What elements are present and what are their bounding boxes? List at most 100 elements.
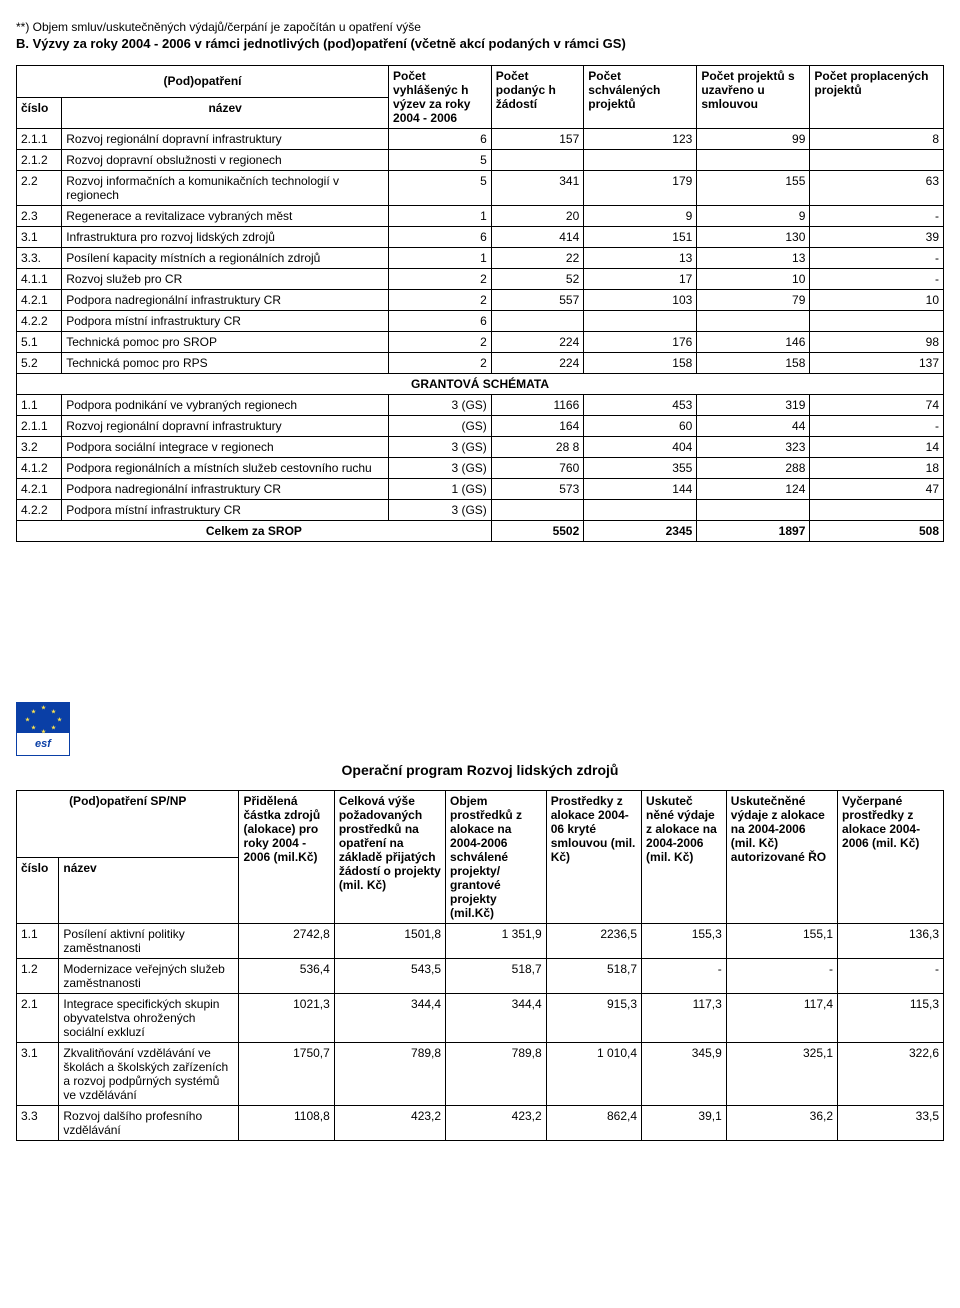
cell: 28 8 [491, 437, 583, 458]
cell: 4.1.2 [17, 458, 62, 479]
cell: 158 [697, 353, 810, 374]
table-row: 5.2Technická pomoc pro RPS2224158158137 [17, 353, 944, 374]
cell: Rozvoj dalšího profesního vzdělávání [59, 1106, 239, 1141]
cell: 2.1.2 [17, 150, 62, 171]
cell: 155 [697, 171, 810, 206]
cell: 4.1.1 [17, 269, 62, 290]
cell: 414 [491, 227, 583, 248]
cell: Posílení aktivní politiky zaměstnanosti [59, 924, 239, 959]
t2-head-row1: (Pod)opatření SP/NP Přidělená částka zdr… [17, 791, 944, 858]
cell: 20 [491, 206, 583, 227]
cell: Podpora regionálních a místních služeb c… [62, 458, 389, 479]
table-row: 2.1.1Rozvoj regionální dopravní infrastr… [17, 129, 944, 150]
table-row: 2.3Regenerace a revitalizace vybraných m… [17, 206, 944, 227]
t2-h-cislo: číslo [17, 857, 59, 924]
total-row: Celkem za SROP550223451897508 [17, 521, 944, 542]
cell: 176 [584, 332, 697, 353]
cell [810, 311, 944, 332]
cell: 915,3 [546, 994, 641, 1043]
cell: 1 [389, 248, 492, 269]
cell: 9 [697, 206, 810, 227]
cell: 3 (GS) [389, 458, 492, 479]
cell: 18 [810, 458, 944, 479]
t2-h-pod: (Pod)opatření SP/NP [17, 791, 239, 858]
t2-h6: Prostředky z alokace 2004-06 kryté smlou… [546, 791, 641, 924]
table-row: 2.2Rozvoj informačních a komunikačních t… [17, 171, 944, 206]
cell: Regenerace a revitalizace vybraných měst [62, 206, 389, 227]
gs-header-row: GRANTOVÁ SCHÉMATA [17, 374, 944, 395]
t1-h7: Počet proplacených projektů [810, 66, 944, 129]
cell: 344,4 [334, 994, 445, 1043]
cell: - [810, 416, 944, 437]
cell: - [810, 269, 944, 290]
cell: Podpora místní infrastruktury CR [62, 311, 389, 332]
cell: - [810, 248, 944, 269]
cell: 404 [584, 437, 697, 458]
table-row: 4.2.1Podpora nadregionální infrastruktur… [17, 290, 944, 311]
cell: 3 (GS) [389, 395, 492, 416]
cell: 6 [389, 227, 492, 248]
t2-h7: Uskuteč něné výdaje z alokace na 2004-20… [642, 791, 727, 924]
cell: 423,2 [334, 1106, 445, 1141]
cell: 1.1 [17, 395, 62, 416]
table-row: 4.2.2Podpora místní infrastruktury CR3 (… [17, 500, 944, 521]
cell: 5 [389, 171, 492, 206]
cell: Infrastruktura pro rozvoj lidských zdroj… [62, 227, 389, 248]
cell: 137 [810, 353, 944, 374]
t1-h3: Počet vyhlášenýc h výzev za roky 2004 - … [389, 66, 492, 129]
cell: 63 [810, 171, 944, 206]
t2-h8: Uskutečněné výdaje z alokace na 2004-200… [726, 791, 837, 924]
cell: 123 [584, 129, 697, 150]
table-row: 1.1Posílení aktivní politiky zaměstnanos… [17, 924, 944, 959]
cell [584, 311, 697, 332]
cell: 124 [697, 479, 810, 500]
cell: 3.1 [17, 227, 62, 248]
cell: 2345 [584, 521, 697, 542]
cell: 115,3 [838, 994, 944, 1043]
cell: (GS) [389, 416, 492, 437]
gs-header-cell: GRANTOVÁ SCHÉMATA [17, 374, 944, 395]
cell: Zkvalitňování vzdělávání ve školách a šk… [59, 1043, 239, 1106]
cell: 14 [810, 437, 944, 458]
cell [584, 500, 697, 521]
cell [491, 150, 583, 171]
cell: 341 [491, 171, 583, 206]
cell: Podpora podnikání ve vybraných regionech [62, 395, 389, 416]
cell: Rozvoj regionální dopravní infrastruktur… [62, 129, 389, 150]
t1-h-nazev: název [62, 97, 389, 129]
cell: 319 [697, 395, 810, 416]
cell: 117,4 [726, 994, 837, 1043]
cell: 157 [491, 129, 583, 150]
table-row: 3.3.Posílení kapacity místních a regioná… [17, 248, 944, 269]
table-row: 1.1Podpora podnikání ve vybraných region… [17, 395, 944, 416]
cell: 47 [810, 479, 944, 500]
program-title: Operační program Rozvoj lidských zdrojů [16, 762, 944, 778]
table-row: 3.3Rozvoj dalšího profesního vzdělávání1… [17, 1106, 944, 1141]
cell: Rozvoj dopravní obslužnosti v regionech [62, 150, 389, 171]
cell: - [726, 959, 837, 994]
cell: 99 [697, 129, 810, 150]
cell: 3.2 [17, 437, 62, 458]
cell: 3 (GS) [389, 437, 492, 458]
cell [584, 150, 697, 171]
esf-logo: esf [16, 702, 70, 756]
cell: 13 [584, 248, 697, 269]
cell: - [810, 206, 944, 227]
cell [491, 500, 583, 521]
cell: 6 [389, 129, 492, 150]
cell: 17 [584, 269, 697, 290]
t2-h4: Celková výše požadovaných prostředků na … [334, 791, 445, 924]
cell: 1 351,9 [446, 924, 547, 959]
cell: 4.2.2 [17, 311, 62, 332]
cell: 1.2 [17, 959, 59, 994]
cell: 33,5 [838, 1106, 944, 1141]
cell: 4.2.1 [17, 479, 62, 500]
cell: 224 [491, 353, 583, 374]
cell: 39,1 [642, 1106, 727, 1141]
cell: 2236,5 [546, 924, 641, 959]
cell: Technická pomoc pro RPS [62, 353, 389, 374]
t1-h6: Počet projektů s uzavřeno u smlouvou [697, 66, 810, 129]
cell: 1108,8 [239, 1106, 334, 1141]
cell: 103 [584, 290, 697, 311]
cell: 3 (GS) [389, 500, 492, 521]
